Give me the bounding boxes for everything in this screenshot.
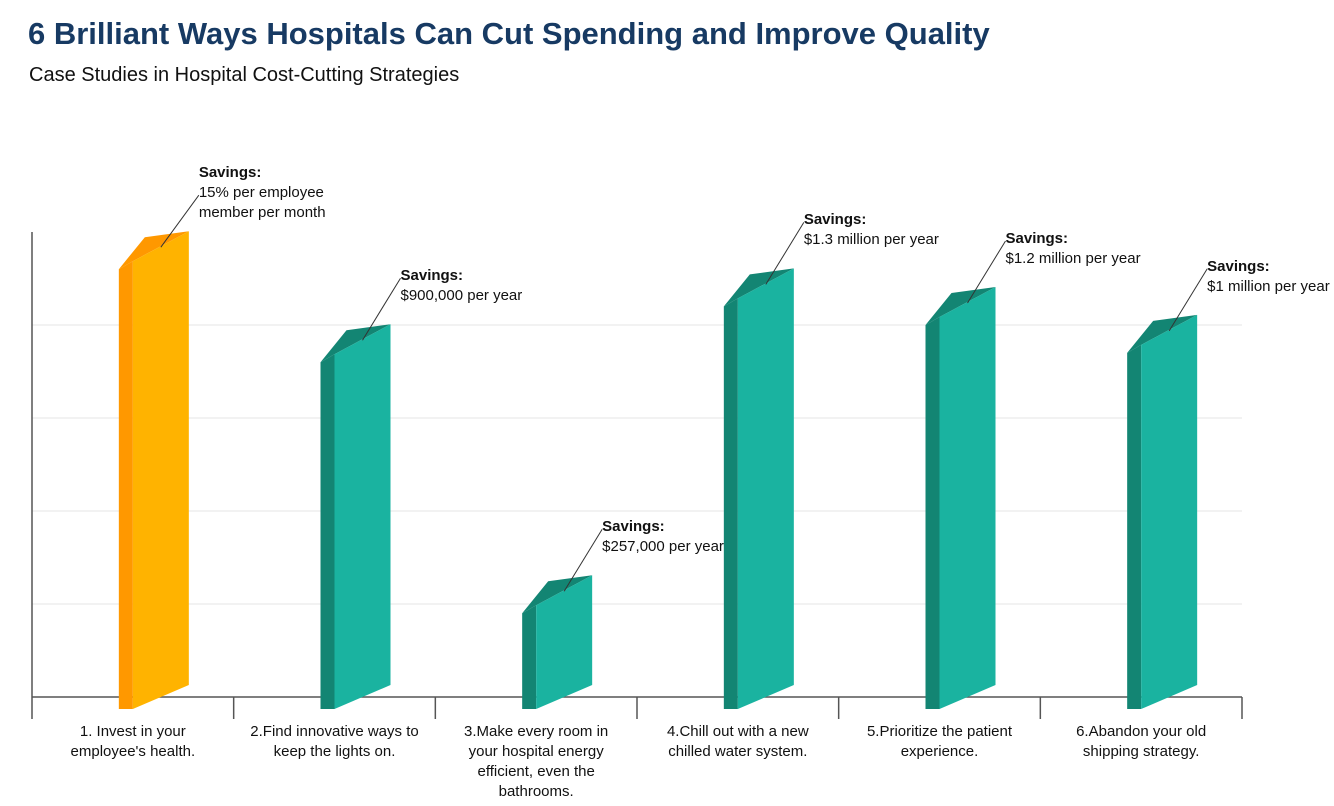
bar-front — [939, 287, 996, 709]
bar — [522, 575, 593, 709]
annotation-label: Savings: — [198, 164, 262, 182]
x-tick-label: 3.Make every room in your hospital energ… — [464, 723, 609, 800]
bar — [1127, 314, 1198, 709]
bar — [925, 287, 996, 709]
annotation-label: Savings: — [1005, 230, 1069, 247]
annotation-label: Savings: — [400, 267, 464, 285]
annotation-leader — [1168, 268, 1208, 332]
annotation-text: $900,000 per year — [400, 287, 523, 305]
bar-front — [536, 575, 593, 709]
annotation: Savings: $257,000 per year — [602, 517, 724, 557]
bar-front — [334, 324, 391, 709]
bar-front — [1141, 314, 1198, 709]
bar-top — [320, 324, 391, 363]
annotation: Savings: $1.3 million per year — [804, 210, 939, 250]
chart-title: 6 Brilliant Ways Hospitals Can Cut Spend… — [28, 16, 990, 51]
bar-side — [723, 298, 738, 709]
bar — [320, 324, 391, 709]
bar-top — [522, 575, 593, 614]
x-tick-label: 5.Prioritize the patient experience. — [866, 723, 1013, 760]
bar-top — [1127, 314, 1198, 353]
annotation-label: Savings: — [803, 211, 867, 229]
bar — [118, 231, 189, 709]
bar-front — [737, 268, 794, 709]
annotation-leader — [362, 277, 401, 341]
bar-side — [1127, 344, 1142, 709]
bar-side — [925, 317, 940, 709]
x-tick-label: 6.Abandon your old shipping strategy. — [1076, 723, 1207, 760]
annotation: Savings: $1 million per year — [1207, 257, 1330, 297]
bar-top — [925, 287, 996, 325]
bar-top — [723, 268, 794, 307]
annotation-leader — [765, 222, 805, 285]
x-tick-label: 1. Invest in your employee's health. — [70, 723, 196, 760]
annotation-text: 15% per employee — [198, 184, 324, 202]
annotation-label: Savings: — [1207, 257, 1270, 275]
annotation: Savings: 15% per employee member per month — [199, 163, 326, 223]
annotation-text: $1 million per year — [1207, 277, 1330, 295]
annotation-text: member per month — [198, 204, 326, 222]
annotation-leader — [160, 194, 200, 248]
x-tick-label: 2.Find innovative ways to keep the light… — [250, 723, 419, 760]
annotation-label: Savings: — [602, 518, 665, 536]
annotation-text: $1.3 million per year — [803, 231, 939, 249]
annotation-leader — [967, 240, 1006, 304]
annotation-text: $257,000 per year — [602, 538, 724, 556]
bar-side — [320, 354, 335, 709]
annotation: Savings: $1.2 million per year — [1006, 229, 1141, 269]
bar-side — [522, 605, 537, 709]
annotation-leader — [563, 529, 603, 592]
chart-subtitle: Case Studies in Hospital Cost-Cutting St… — [29, 64, 460, 86]
annotation-text: $1.2 million per year — [1005, 250, 1141, 267]
bar-front — [132, 231, 189, 709]
bar — [723, 268, 794, 709]
bar-side — [118, 261, 133, 709]
x-tick-label: 4.Chill out with a new chilled water sys… — [666, 723, 809, 760]
bar-top — [118, 231, 189, 270]
annotation: Savings: $900,000 per year — [401, 266, 523, 306]
